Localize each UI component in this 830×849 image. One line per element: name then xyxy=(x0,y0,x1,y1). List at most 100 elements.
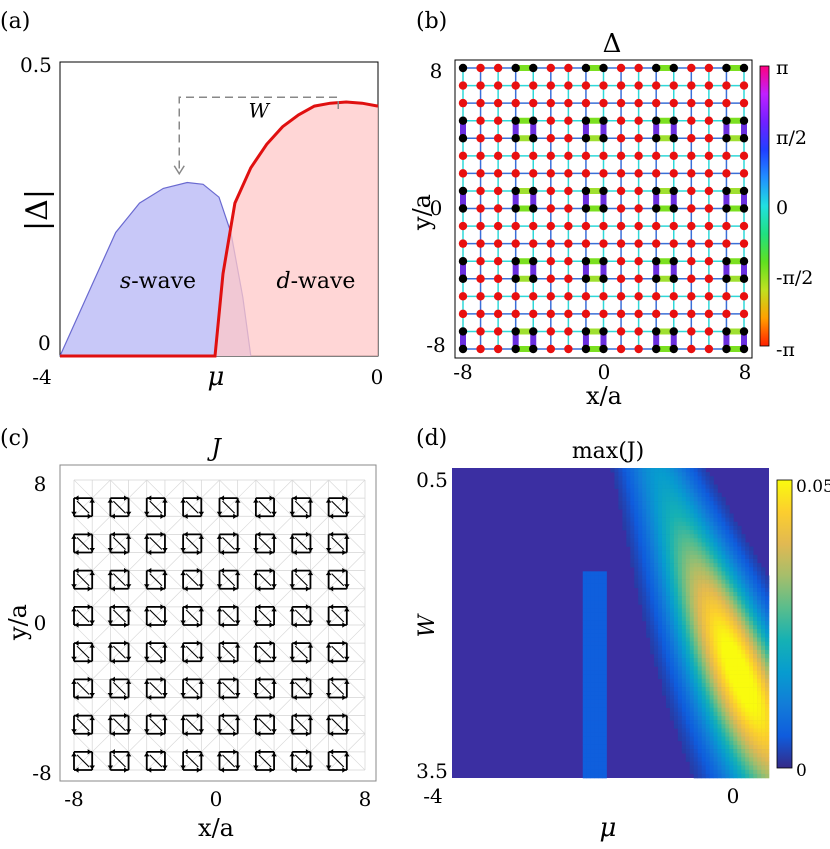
heat-cell xyxy=(725,567,730,572)
heat-cell xyxy=(669,600,675,605)
heat-cell xyxy=(677,670,683,675)
arrow-head xyxy=(292,767,297,773)
heat-cell xyxy=(725,637,730,642)
heat-cell xyxy=(697,521,702,527)
site xyxy=(687,256,696,266)
heat-cell xyxy=(693,707,698,713)
heat-cell xyxy=(642,604,647,609)
site xyxy=(529,63,538,73)
heat-cell xyxy=(669,604,675,609)
heat-cell xyxy=(662,682,667,688)
heat-cell xyxy=(638,492,643,498)
heat-cell xyxy=(669,563,675,568)
heat-cell xyxy=(582,744,588,750)
heat-cell xyxy=(697,645,702,651)
heat-cell xyxy=(685,592,691,597)
heat-cell xyxy=(590,773,595,779)
heat-cell xyxy=(634,542,639,547)
arrow-head xyxy=(107,692,114,697)
arrow-head xyxy=(196,622,201,628)
heat-cell xyxy=(693,579,698,585)
heat-cell xyxy=(733,637,738,642)
heat-cell xyxy=(689,695,695,700)
current-diagonal xyxy=(222,645,236,659)
heat-cell xyxy=(705,625,710,630)
heat-cell xyxy=(709,521,714,527)
heat-cell xyxy=(662,678,667,684)
heat-cell xyxy=(638,571,643,576)
heat-cell xyxy=(721,682,726,688)
heat-cell xyxy=(582,691,588,696)
arrow-head xyxy=(329,604,334,610)
heat-cell xyxy=(630,484,635,489)
site xyxy=(564,274,573,283)
heat-cell xyxy=(598,604,603,609)
heat-cell xyxy=(705,649,710,655)
heat-cell xyxy=(701,682,706,688)
heat-cell xyxy=(753,629,758,634)
heat-cell xyxy=(685,691,691,696)
site xyxy=(564,221,573,231)
heat-cell xyxy=(590,670,595,675)
panel-c-xlabel: x/a xyxy=(198,814,234,842)
heat-cell xyxy=(638,513,643,518)
site xyxy=(511,151,520,161)
heat-cell xyxy=(677,492,683,498)
heat-cell xyxy=(669,678,675,684)
site xyxy=(529,81,538,90)
arrow-head xyxy=(289,534,296,539)
site xyxy=(669,327,678,336)
heat-cell xyxy=(733,757,738,762)
heat-cell xyxy=(725,695,730,700)
heat-cell xyxy=(669,488,675,494)
heat-cell xyxy=(713,542,718,547)
heat-cell xyxy=(721,711,726,717)
current-diagonal xyxy=(112,645,126,659)
heat-cell xyxy=(701,695,706,700)
heat-cell xyxy=(590,587,595,593)
site xyxy=(616,221,626,231)
heat-cell xyxy=(654,583,659,589)
heat-cell xyxy=(665,571,671,576)
heat-cell xyxy=(729,744,734,750)
heat-cell xyxy=(630,509,635,514)
arrow-head xyxy=(183,585,188,592)
heat-cell xyxy=(689,513,695,518)
arrow-head xyxy=(344,679,350,684)
heat-cell xyxy=(598,670,603,675)
heat-cell xyxy=(713,744,718,750)
heat-cell xyxy=(658,567,663,572)
heat-cell xyxy=(594,670,599,675)
heat-cell xyxy=(745,716,750,721)
heat-cell xyxy=(642,492,647,498)
arrow-head xyxy=(344,534,350,539)
heat-cell xyxy=(626,480,631,485)
heat-cell xyxy=(602,654,607,659)
heat-cell xyxy=(681,579,687,585)
w-label: W xyxy=(248,98,270,122)
heat-cell xyxy=(602,740,607,746)
heat-cell xyxy=(654,563,659,568)
site xyxy=(458,169,468,178)
heat-cell xyxy=(725,736,730,742)
heat-cell xyxy=(761,691,766,696)
arrow-head xyxy=(289,679,296,684)
panel-c-ytick-top: 8 xyxy=(34,472,47,496)
heat-cell xyxy=(733,711,738,717)
heat-cell xyxy=(741,637,746,642)
heat-cell xyxy=(693,521,698,527)
heat-cell xyxy=(665,505,671,510)
panel-b-xlabel: x/a xyxy=(586,382,622,410)
heat-cell xyxy=(650,517,655,523)
heat-cell xyxy=(669,554,675,560)
heat-cell xyxy=(717,757,722,762)
heat-cell xyxy=(753,583,758,589)
heat-cell xyxy=(665,513,671,518)
heat-cell xyxy=(650,525,655,531)
heat-cell xyxy=(642,542,647,547)
heat-cell xyxy=(626,542,631,547)
heat-cell xyxy=(701,765,706,771)
heat-cell xyxy=(709,600,714,605)
heat-cell xyxy=(662,625,667,630)
heat-cell xyxy=(697,658,702,663)
